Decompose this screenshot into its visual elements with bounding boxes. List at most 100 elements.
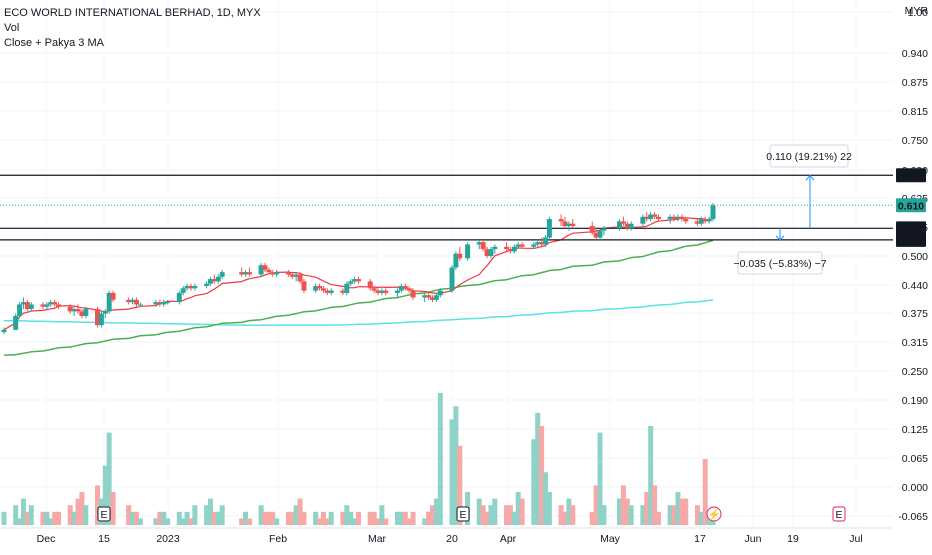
price-tick-label: -0.065 [898, 511, 928, 523]
candle-body [652, 214, 658, 217]
volume-bar [188, 518, 194, 525]
candle-body [430, 297, 436, 300]
candle-body [511, 246, 517, 252]
price-tick-label: 0.875 [902, 77, 928, 89]
volume-bar [617, 498, 623, 525]
level-high-badge: 0.675 [898, 170, 924, 182]
candle-body [694, 221, 700, 224]
candle-body [211, 279, 217, 282]
volume-bar [679, 498, 685, 525]
volume-bar [320, 511, 326, 525]
measure-up-arrowhead [805, 174, 815, 181]
candle-body [192, 285, 198, 289]
legend-indicator[interactable]: Close + Pakya 3 MA [4, 37, 104, 49]
volume-bar [211, 511, 217, 525]
candle-body [566, 223, 572, 227]
candle-body [648, 214, 654, 220]
volume-bar [593, 485, 599, 525]
measure-tools[interactable]: 0.110 (19.21%) 22 −0.035 (−5.83%) −7 [733, 144, 852, 275]
measure-up-label: 0.110 (19.21%) 22 [766, 151, 852, 163]
candle-body [1, 329, 7, 333]
candle-body [215, 276, 221, 282]
candle-body [515, 244, 521, 247]
volume-bar [504, 505, 510, 525]
legend-volume[interactable]: Vol [4, 22, 20, 34]
volume-bar [694, 505, 700, 525]
volume-bar [215, 511, 221, 525]
price-axis-bg [893, 0, 932, 550]
candle-body [644, 216, 650, 220]
volume-bar [620, 485, 626, 525]
volume-bar [297, 498, 303, 525]
price-tick-label: 0.440 [902, 280, 928, 292]
volume-bar [570, 505, 576, 525]
candle-body [266, 269, 272, 273]
candle-body [130, 299, 136, 303]
volume-bar [20, 498, 26, 525]
price-tick-label: 0.500 [902, 251, 928, 263]
candle-body [67, 306, 73, 312]
date-tick-label: Dec [37, 533, 56, 545]
candle-body [219, 272, 225, 277]
candle-body [546, 219, 552, 238]
volume-bar [702, 459, 708, 525]
candle-body [679, 216, 685, 220]
volume-bar [683, 498, 689, 525]
volume-bar [40, 511, 46, 525]
dividend-marker-circle [706, 506, 722, 522]
volume-bar [562, 511, 568, 525]
level-mid-badge-bg [896, 221, 926, 236]
candle-body [593, 232, 599, 238]
volume-bar [655, 511, 661, 525]
candle-body [597, 230, 603, 238]
volume-bar [706, 518, 712, 525]
candle-body [539, 242, 545, 245]
volume-bar [192, 505, 198, 525]
volume-bar [519, 498, 525, 525]
candle-body [617, 221, 623, 229]
price-axis[interactable]: 1.000.9400.8750.8150.7500.6900.6250.5650… [898, 5, 928, 523]
candle-body [184, 285, 190, 289]
horizontal-levels[interactable] [0, 174, 893, 241]
date-tick-label: Feb [269, 533, 287, 545]
candle-body [422, 295, 428, 298]
candle-body [320, 288, 326, 291]
volume-bar [94, 485, 100, 525]
volume-bar [406, 518, 412, 525]
candle-body [352, 279, 358, 282]
candle-body [356, 279, 361, 282]
candle-body [176, 292, 182, 303]
candle-body [297, 274, 303, 282]
candle-body [667, 216, 673, 220]
candlesticks [1, 202, 716, 335]
volume-bar [671, 505, 677, 525]
measure-down-box [737, 251, 823, 275]
volume-bar [535, 412, 541, 525]
volume-bar [430, 505, 436, 525]
volume-bar [270, 511, 276, 525]
volume-bar [507, 505, 513, 525]
dividend-marker: ⚡ [707, 508, 720, 521]
price-tick-label: 0.125 [902, 424, 928, 436]
candle-body [562, 221, 568, 227]
event-markers[interactable]: E E E ⚡ [97, 506, 846, 522]
ma-cyan-line [3, 299, 714, 326]
time-axis-bg [0, 528, 932, 550]
volume-bar [457, 445, 463, 525]
candle-body [204, 283, 210, 286]
legend-title[interactable]: ECO WORLD INTERNATIONAL BERHAD, 1D, MYX [4, 7, 261, 19]
price-tick-label: 0.315 [902, 337, 928, 349]
candle-body [367, 281, 373, 289]
candle-body [301, 281, 307, 291]
volume-bar [176, 511, 182, 525]
measure-up-box [769, 144, 849, 168]
volume-bar [13, 505, 19, 525]
time-axis[interactable]: Dec 15 2023 Feb Mar 20 Apr May 17 Jun 19 Jul [37, 533, 863, 545]
volume-bar [566, 498, 572, 525]
volume-bar [126, 505, 132, 525]
date-tick-label: Mar [368, 533, 387, 545]
price-tick-label: 0.065 [902, 453, 928, 465]
